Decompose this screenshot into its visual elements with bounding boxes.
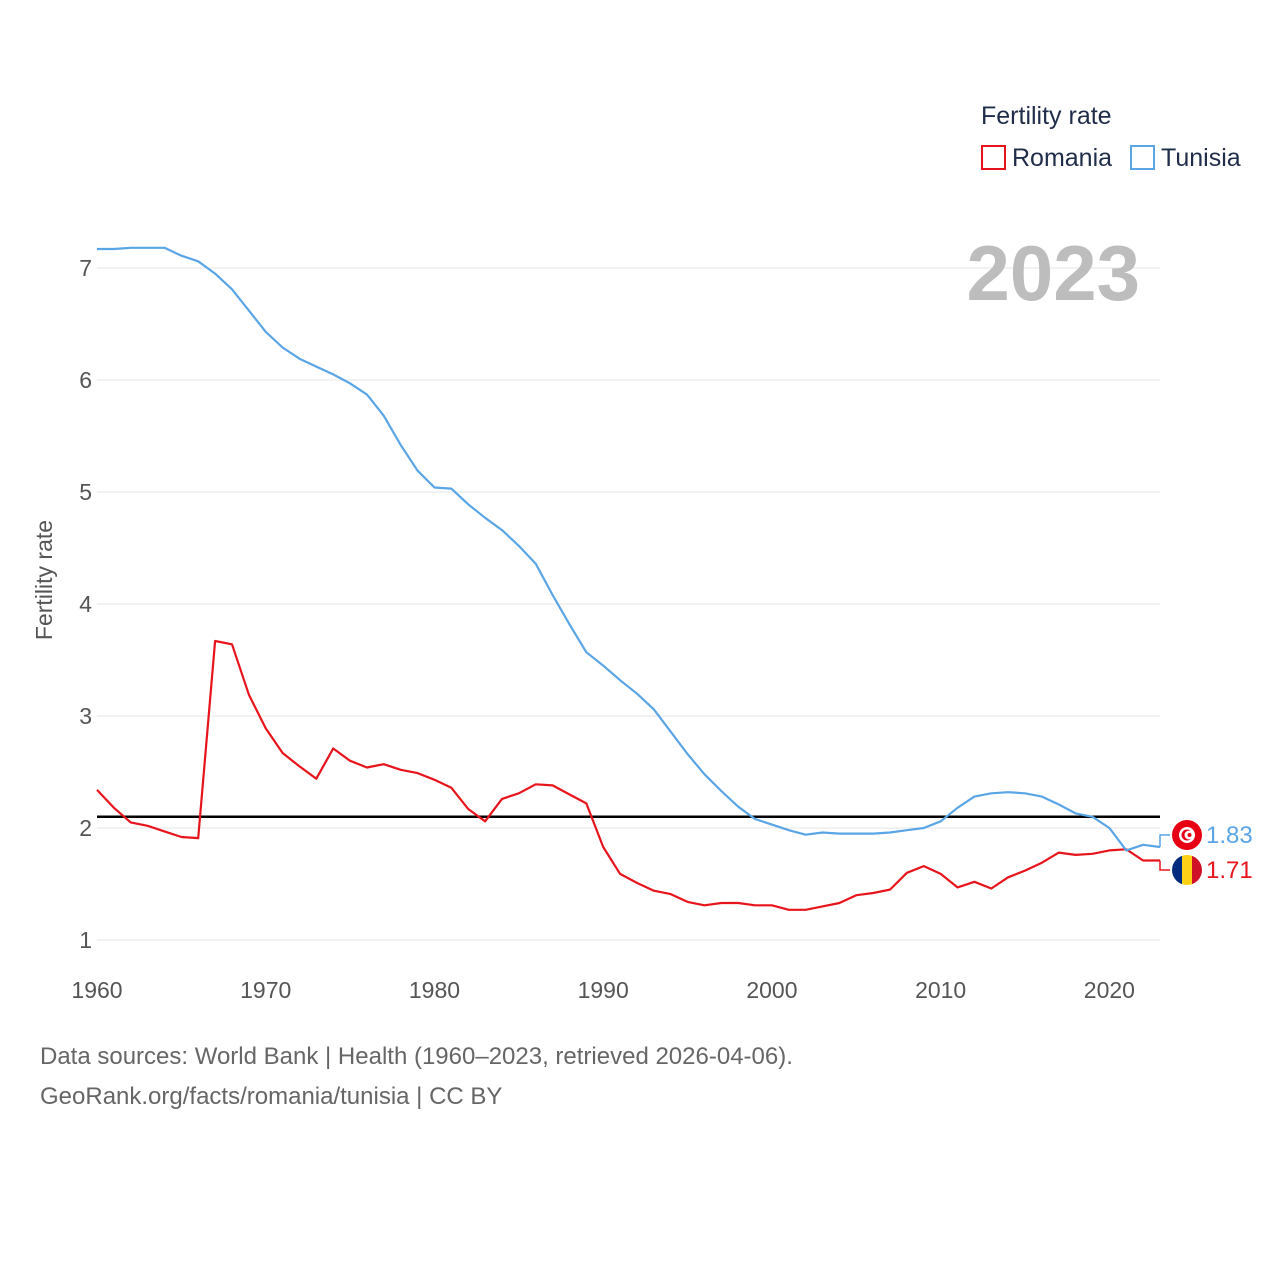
y-axis-ticks: 1 2 3 4 5 6 7 xyxy=(79,255,92,953)
end-value-tunisia: 1.83 xyxy=(1206,822,1253,849)
x-tick-1980: 1980 xyxy=(409,977,460,1003)
series-line-tunisia xyxy=(97,246,1161,852)
romania-flag-red xyxy=(1192,855,1202,885)
y-tick-1: 1 xyxy=(79,927,92,953)
legend-label-tunisia[interactable]: Tunisia xyxy=(1161,144,1241,172)
end-markers: 1.71 1.83 xyxy=(1159,820,1253,885)
gridlines xyxy=(97,267,1160,941)
end-connector-romania xyxy=(1159,860,1170,871)
legend-title: Fertility rate xyxy=(981,102,1112,130)
series-line-romania xyxy=(96,639,1160,911)
y-axis-label: Fertility rate xyxy=(31,520,57,640)
x-tick-1990: 1990 xyxy=(578,977,629,1003)
series-lines xyxy=(96,246,1161,911)
y-tick-2: 2 xyxy=(79,815,92,841)
year-label: 2023 xyxy=(966,229,1140,317)
end-connector-tunisia xyxy=(1159,834,1170,847)
romania-flag-blue xyxy=(1172,855,1182,885)
y-tick-6: 6 xyxy=(79,367,92,393)
x-axis-ticks: 1960 1970 1980 1990 2000 2010 2020 xyxy=(71,977,1135,1003)
x-tick-1970: 1970 xyxy=(240,977,291,1003)
x-tick-2000: 2000 xyxy=(746,977,797,1003)
y-tick-5: 5 xyxy=(79,479,92,505)
legend-swatch-romania[interactable] xyxy=(981,145,1006,170)
legend-swatch-tunisia[interactable] xyxy=(1130,145,1155,170)
y-tick-7: 7 xyxy=(79,255,92,281)
x-tick-2020: 2020 xyxy=(1084,977,1135,1003)
romania-flag-yellow xyxy=(1182,855,1192,885)
legend: Fertility rate Romania Tunisia xyxy=(981,102,1241,172)
legend-label-romania[interactable]: Romania xyxy=(1012,144,1112,172)
x-tick-1960: 1960 xyxy=(71,977,122,1003)
y-tick-3: 3 xyxy=(79,703,92,729)
x-tick-2010: 2010 xyxy=(915,977,966,1003)
footer-link[interactable]: GeoRank.org/facts/romania/tunisia | CC B… xyxy=(40,1083,503,1110)
romania-flag-icon xyxy=(1172,855,1202,885)
end-value-romania: 1.71 xyxy=(1206,857,1253,884)
footer-sources: Data sources: World Bank | Health (1960–… xyxy=(40,1043,793,1070)
tunisia-flag-star xyxy=(1187,833,1192,837)
y-tick-4: 4 xyxy=(79,591,92,617)
